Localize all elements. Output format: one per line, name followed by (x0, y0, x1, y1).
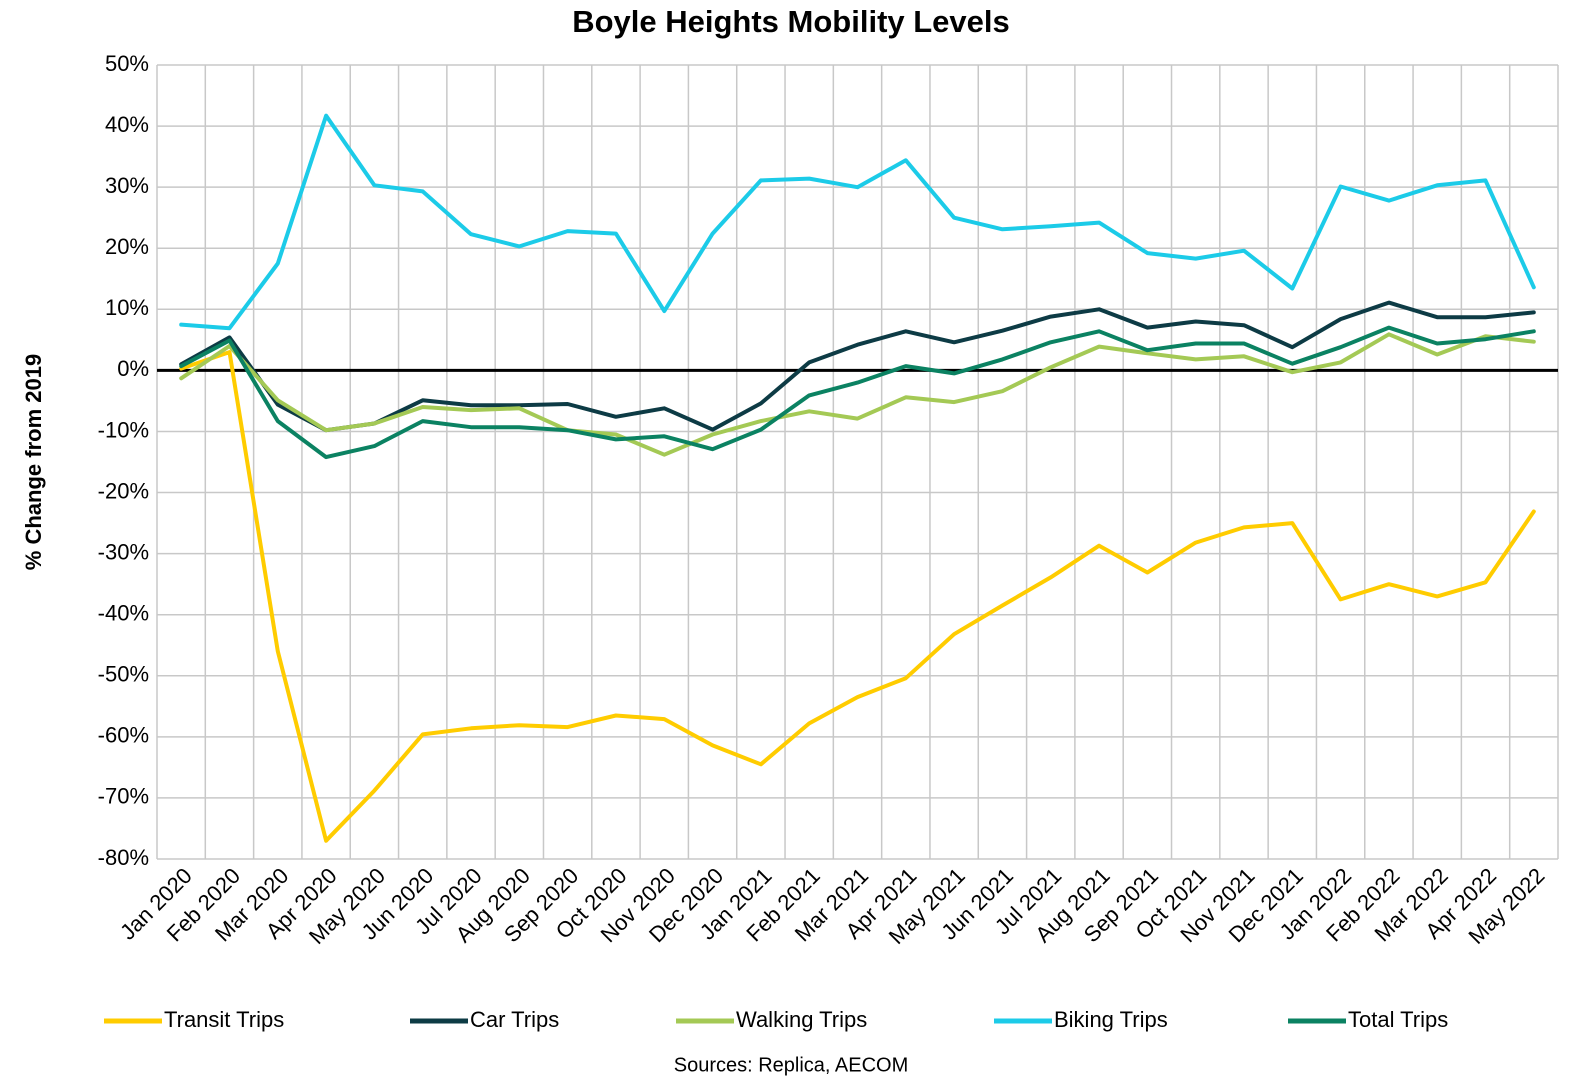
y-tick-label: -30% (98, 539, 149, 564)
y-tick-label: -20% (98, 478, 149, 503)
series-line (179, 350, 1536, 843)
legend-label: Total Trips (1348, 1007, 1448, 1032)
legend-label: Walking Trips (736, 1007, 867, 1032)
y-tick-label: 0% (117, 356, 149, 381)
series-line (179, 300, 1536, 433)
y-tick-label: -60% (98, 723, 149, 748)
y-tick-label: -50% (98, 662, 149, 687)
series-line (179, 325, 1536, 460)
chart-title: Boyle Heights Mobility Levels (572, 4, 1010, 39)
y-tick-label: 10% (105, 295, 149, 320)
source-note: Sources: Replica, AECOM (674, 1054, 909, 1076)
y-tick-label: 50% (105, 51, 149, 76)
y-tick-label: 40% (105, 112, 149, 137)
series-line (179, 332, 1536, 457)
y-tick-label: 30% (105, 173, 149, 198)
y-tick-label: -10% (98, 417, 149, 442)
y-tick-label: 20% (105, 234, 149, 259)
y-tick-label: -80% (98, 845, 149, 870)
y-axis-label: % Change from 2019 (21, 354, 46, 570)
series-line (179, 113, 1536, 331)
legend-label: Car Trips (470, 1007, 559, 1032)
y-tick-label: -40% (98, 601, 149, 626)
legend-label: Transit Trips (164, 1007, 284, 1032)
legend-label: Biking Trips (1054, 1007, 1168, 1032)
y-tick-label: -70% (98, 784, 149, 809)
